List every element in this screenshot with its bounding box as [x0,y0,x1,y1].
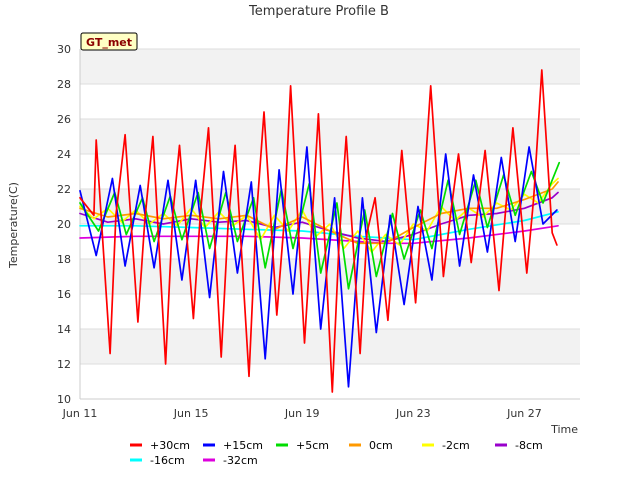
x-tick-label: Jun 15 [173,407,209,420]
chart-title: Temperature Profile B [248,4,389,19]
plot-band [80,119,580,154]
x-axis-label: Time [550,423,578,436]
y-axis-ticks: 10 12 14 16 18 20 22 24 26 28 30 [57,43,71,406]
legend-label: -8cm [515,439,543,452]
legend-label: +30cm [150,439,190,452]
legend-label: -16cm [150,454,185,467]
y-tick-label: 20 [57,218,71,231]
y-tick-label: 26 [57,113,71,126]
badge-label: GT_met [86,36,132,49]
y-tick-label: 24 [57,148,71,161]
y-tick-label: 14 [57,323,71,336]
x-tick-label: Jun 27 [506,407,542,420]
y-tick-label: 28 [57,78,71,91]
x-tick-label: Jun 19 [284,407,320,420]
legend-label: -32cm [223,454,258,467]
y-tick-label: 18 [57,253,71,266]
legend-label: +5cm [296,439,329,452]
x-tick-label: Jun 11 [62,407,98,420]
gt-met-badge: GT_met [80,32,138,51]
x-axis-ticks: Jun 11 Jun 15 Jun 19 Jun 23 Jun 27 [62,407,542,420]
y-tick-label: 10 [57,393,71,406]
y-tick-label: 30 [57,43,71,56]
y-tick-label: 12 [57,358,71,371]
legend-label: 0cm [369,439,393,452]
legend-label: -2cm [442,439,470,452]
badge-box [80,32,138,51]
x-tick-label: Jun 23 [395,407,431,420]
legend: +30cm +15cm +5cm 0cm -2cm -8cm -16cm -32cm [130,439,543,467]
legend-label: +15cm [223,439,263,452]
series-line-plus30cm [79,69,558,393]
series-lines [79,69,561,393]
y-axis-label: Temperature(C) [7,182,20,269]
y-tick-label: 16 [57,288,71,301]
plot-band [80,49,580,84]
y-tick-label: 22 [57,183,71,196]
